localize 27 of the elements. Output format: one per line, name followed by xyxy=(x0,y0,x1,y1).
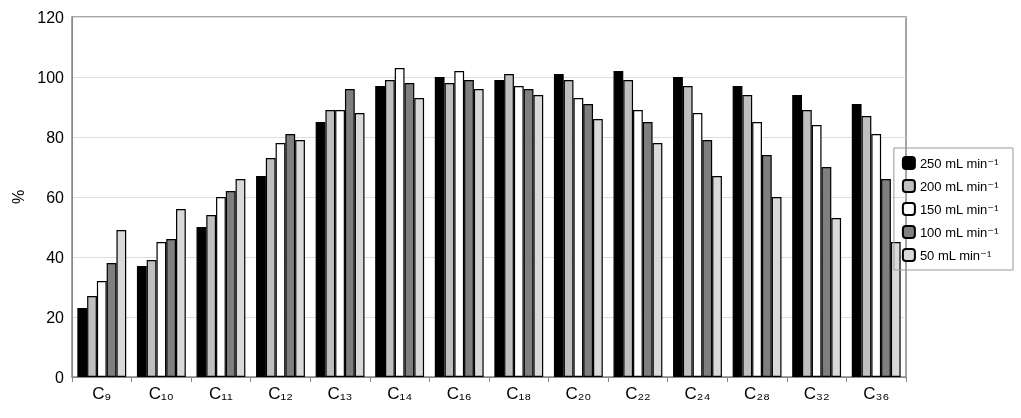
legend-label: 100 mL min⁻¹ xyxy=(919,224,1000,240)
x-tick-label: C₁₆ xyxy=(446,384,472,403)
x-tick-label: C₁₈ xyxy=(506,384,532,403)
y-tick-label: 60 xyxy=(46,188,65,206)
y-axis-title: % xyxy=(9,189,27,205)
x-tick-label: C₉ xyxy=(92,384,112,403)
y-tick-label: 40 xyxy=(46,248,65,266)
legend-label: 150 mL min⁻¹ xyxy=(919,201,1000,217)
x-tick-label: C₃₂ xyxy=(803,384,830,403)
x-tick-label: C₂₄ xyxy=(684,384,711,403)
y-tick-label: 20 xyxy=(46,308,65,326)
legend-label: 50 mL min⁻¹ xyxy=(919,247,992,263)
y-tick-label: 80 xyxy=(46,128,65,146)
x-tick-label: C₃₆ xyxy=(863,384,890,403)
x-tick-label: C₁₁ xyxy=(209,384,234,403)
x-tick-label: C₁₂ xyxy=(268,384,293,403)
y-tick-label: 100 xyxy=(37,68,65,86)
legend-label: 250 mL min⁻¹ xyxy=(919,155,1000,171)
x-tick-label: C₁₃ xyxy=(327,384,353,403)
x-tick-label: C₂₂ xyxy=(625,384,651,403)
x-tick-label: C₂₈ xyxy=(744,384,771,403)
y-tick-label: 120 xyxy=(37,8,65,26)
x-tick-label: C₁₄ xyxy=(387,384,413,403)
x-tick-label: C₁₀ xyxy=(148,384,174,403)
legend-label: 200 mL min⁻¹ xyxy=(919,178,1000,194)
x-tick-label: C₂₀ xyxy=(565,384,592,403)
y-tick-label: 0 xyxy=(55,368,65,386)
